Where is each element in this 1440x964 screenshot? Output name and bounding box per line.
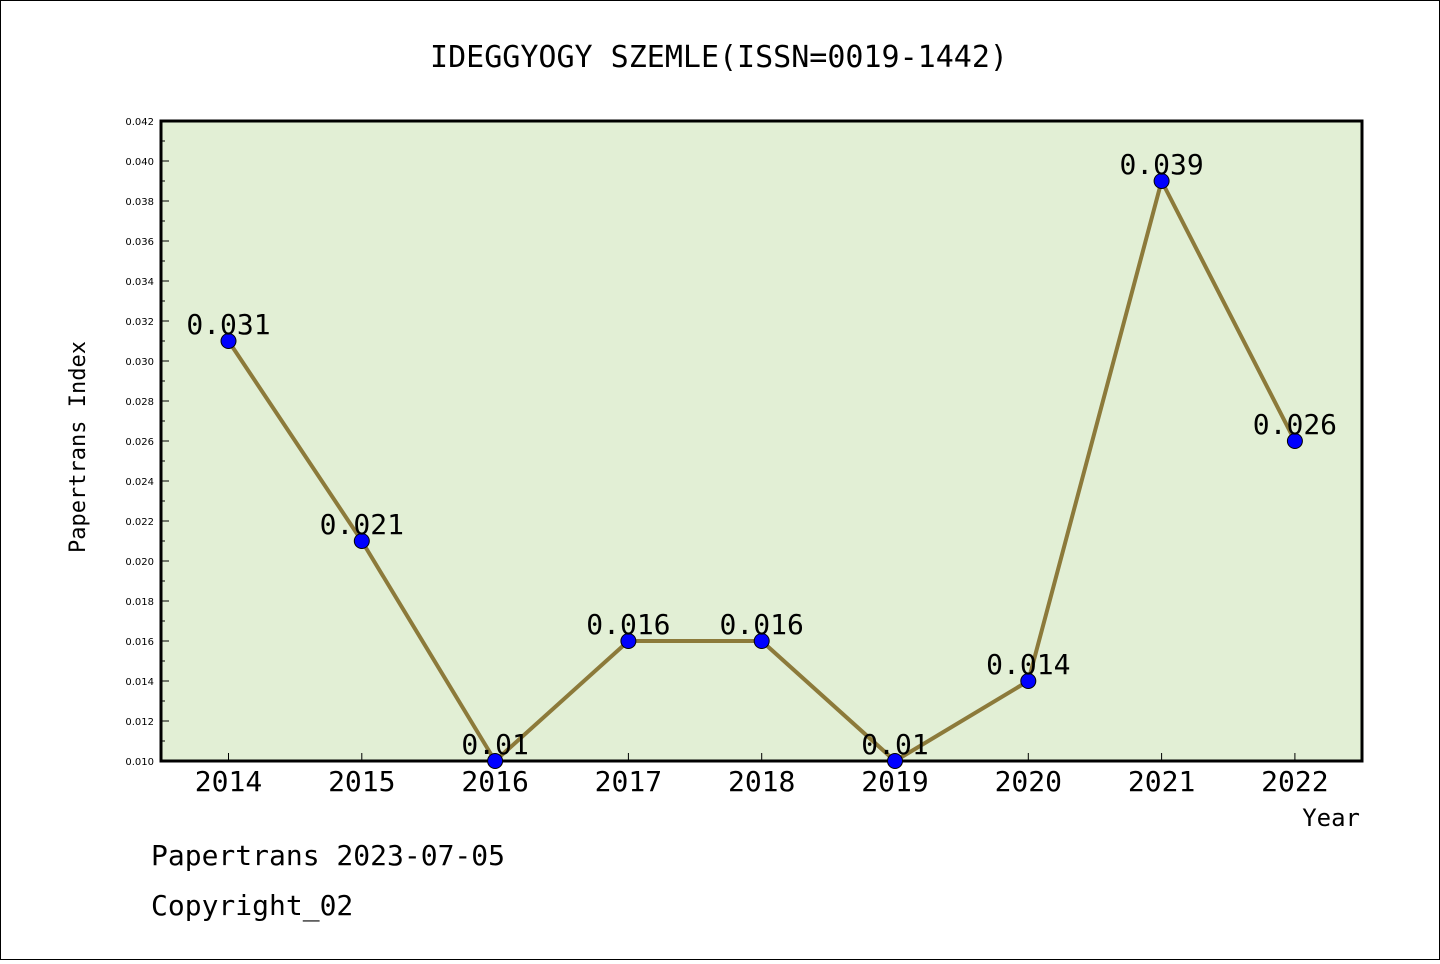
data-point (220, 333, 237, 349)
data-label: 0.01 (461, 728, 528, 761)
y-tick-label: 0.022 (125, 517, 154, 528)
x-axis: 2014 2015 2016 2017 2018 2019 2020 2021 2022 (195, 753, 1329, 798)
x-tick-label: 2014 (195, 765, 262, 798)
y-tick-label: 0.034 (125, 277, 154, 288)
x-axis-label: Year (1302, 804, 1360, 832)
chart-title: IDEGGYOGY SZEMLE(ISSN=0019-1442) (430, 40, 1008, 75)
y-tick-label: 0.020 (125, 557, 154, 568)
y-tick-label: 0.036 (125, 237, 154, 248)
x-tick-label: 2016 (461, 765, 528, 798)
y-tick-label: 0.016 (125, 637, 154, 648)
y-tick-label: 0.040 (125, 157, 154, 168)
y-tick-label: 0.028 (125, 397, 154, 408)
y-tick-label: 0.042 (125, 117, 154, 128)
data-label: 0.039 (1119, 148, 1203, 181)
x-tick-label: 2021 (1128, 765, 1195, 798)
x-tick-label: 2017 (595, 765, 662, 798)
data-label: 0.021 (320, 508, 404, 541)
data-label: 0.026 (1253, 408, 1337, 441)
y-tick-label: 0.030 (125, 357, 154, 368)
data-point (1153, 173, 1170, 189)
x-tick-label: 2022 (1261, 765, 1328, 798)
y-tick-label: 0.018 (125, 597, 154, 608)
data-point (753, 633, 770, 649)
data-label: 0.031 (186, 308, 270, 341)
footer-copyright: Copyright_02 (151, 889, 353, 923)
footer-date: Papertrans 2023-07-05 (151, 839, 505, 872)
y-axis: 0.010 0.012 0.014 0.016 0.018 0.020 0.022 0.024… (125, 117, 169, 768)
data-point (353, 533, 370, 549)
y-tick-label: 0.014 (125, 677, 154, 688)
plot-area (159, 119, 1364, 763)
y-tick-label: 0.010 (125, 757, 154, 768)
x-tick-label: 2020 (995, 765, 1062, 798)
data-label: 0.01 (861, 728, 928, 761)
x-tick-label: 2018 (728, 765, 795, 798)
data-labels: 0.031 0.021 0.01 0.016 0.016 0.01 0.014 0.039 0.… (186, 148, 1337, 761)
y-axis-label: Papertrans Index (66, 341, 91, 553)
data-point (887, 753, 903, 769)
data-label: 0.014 (986, 648, 1070, 681)
x-tick-label: 2015 (328, 765, 395, 798)
series-markers (220, 173, 1303, 769)
y-tick-label: 0.024 (125, 477, 154, 488)
data-label: 0.016 (720, 608, 804, 641)
data-point (1020, 673, 1037, 689)
y-tick-label: 0.026 (125, 437, 154, 448)
data-point (487, 753, 504, 769)
y-tick-label: 0.038 (125, 197, 154, 208)
data-point (1286, 433, 1303, 449)
data-point (620, 633, 637, 649)
y-tick-label: 0.032 (125, 317, 154, 328)
data-label: 0.016 (586, 608, 670, 641)
y-tick-label: 0.012 (125, 717, 154, 728)
x-tick-label: 2019 (861, 765, 928, 798)
